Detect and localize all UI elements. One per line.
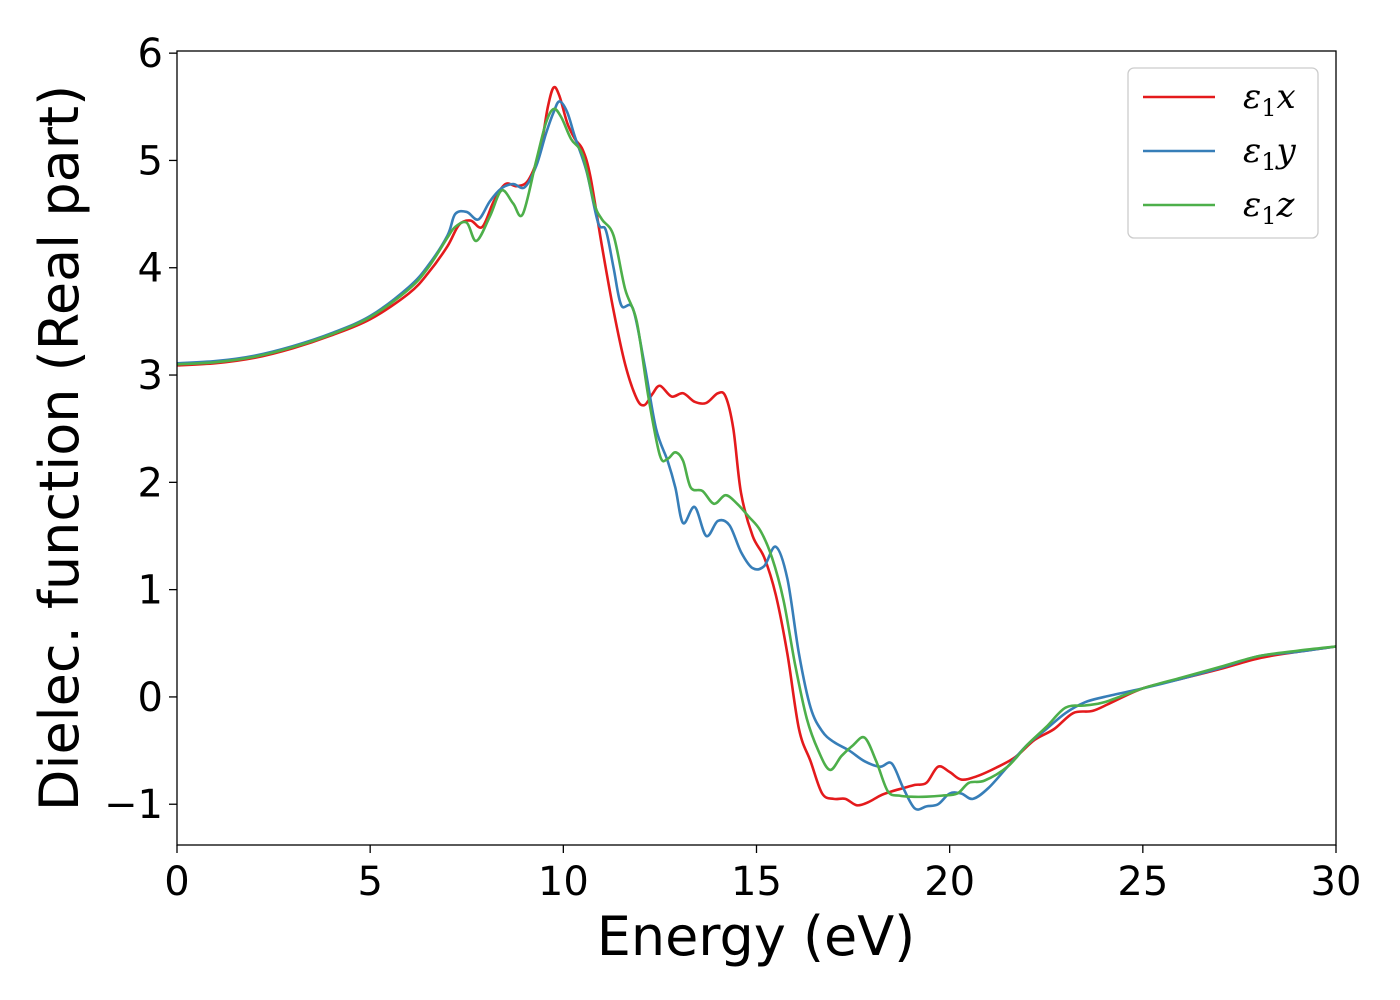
- y-tick-label: 2: [138, 460, 163, 506]
- y-axis-title: Dielec. function (Real part): [28, 85, 91, 811]
- legend-label-z: ε1z: [1243, 185, 1296, 230]
- y-tick-label: 4: [138, 246, 163, 292]
- legend: ε1x ε1y ε1z: [1127, 67, 1319, 239]
- x-tick-label: 0: [164, 859, 189, 905]
- x-tick-label: 15: [731, 859, 782, 905]
- y-tick-label: 6: [138, 31, 163, 77]
- legend-label-y: ε1y: [1243, 131, 1297, 176]
- x-axis-title: Energy (eV): [597, 905, 916, 968]
- x-tick-label: 5: [357, 859, 382, 905]
- x-tick-label: 25: [1117, 859, 1168, 905]
- x-axis-ticks: 0 5 10 15 20 25 30: [164, 845, 1361, 905]
- x-tick-label: 30: [1311, 859, 1362, 905]
- x-tick-label: 20: [924, 859, 975, 905]
- y-tick-label: 3: [138, 353, 163, 399]
- series-line-x: [177, 85, 1336, 807]
- y-tick-label: −1: [104, 782, 163, 828]
- legend-label-x: ε1x: [1243, 77, 1296, 122]
- series-line-y: [177, 100, 1336, 811]
- legend-frame: [1127, 67, 1319, 239]
- y-tick-label: 5: [138, 138, 163, 184]
- x-tick-label: 10: [538, 859, 589, 905]
- series-layer: [177, 85, 1336, 811]
- y-tick-label: 1: [138, 568, 163, 614]
- y-axis-ticks: −1 0 1 2 3 4 5 6: [104, 31, 177, 828]
- series-line-z: [177, 107, 1336, 799]
- y-tick-label: 0: [138, 675, 163, 721]
